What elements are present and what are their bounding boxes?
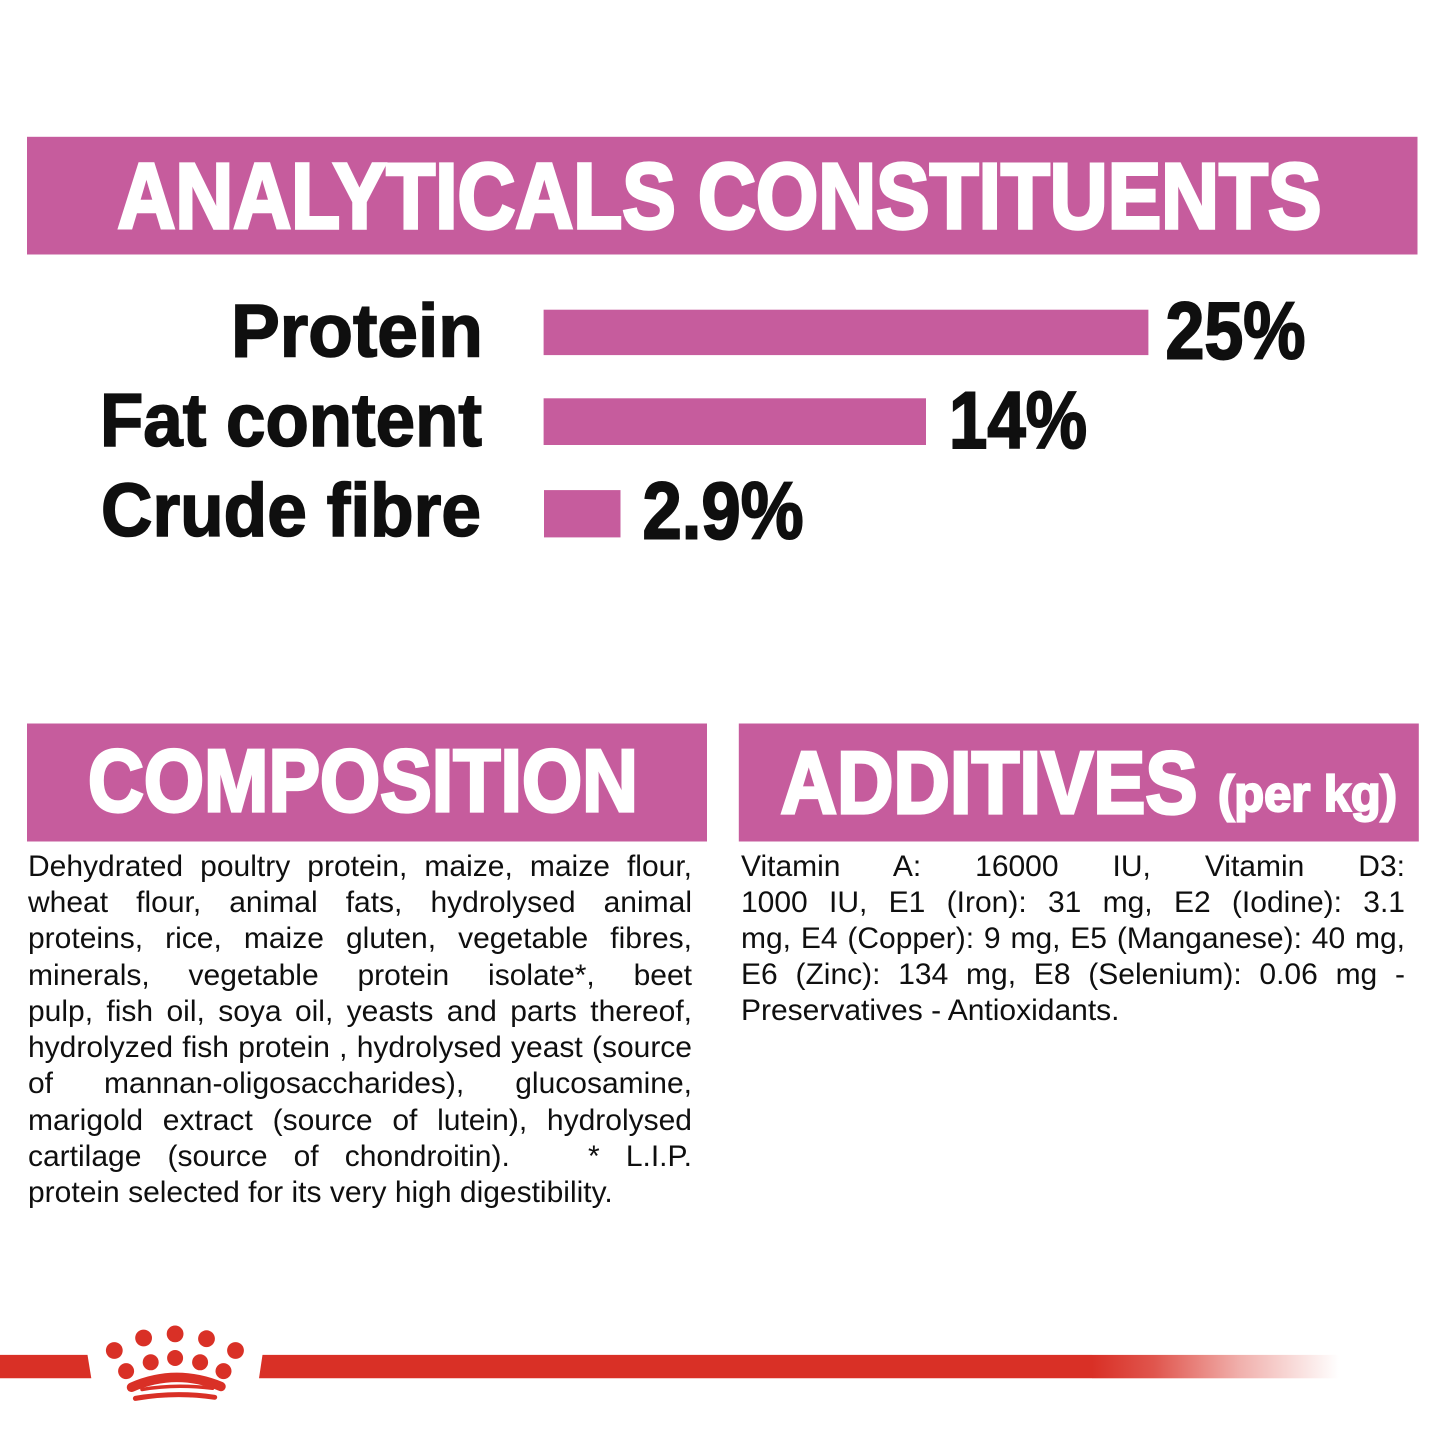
svg-text:25%: 25%	[1166, 287, 1306, 377]
svg-text:ADDITIVES: ADDITIVES	[781, 733, 1198, 832]
svg-text:ANALYTICALS CONSTITUENTS: ANALYTICALS CONSTITUENTS	[118, 144, 1322, 248]
svg-text:Crude fibre: Crude fibre	[101, 468, 481, 552]
svg-text:2.9%: 2.9%	[643, 467, 804, 557]
svg-text:Protein: Protein	[231, 288, 483, 372]
svg-text:Fat content: Fat content	[100, 378, 482, 462]
svg-text:(per kg): (per kg)	[1218, 766, 1397, 822]
svg-text:14%: 14%	[949, 376, 1087, 466]
svg-text:COMPOSITION: COMPOSITION	[88, 731, 638, 830]
